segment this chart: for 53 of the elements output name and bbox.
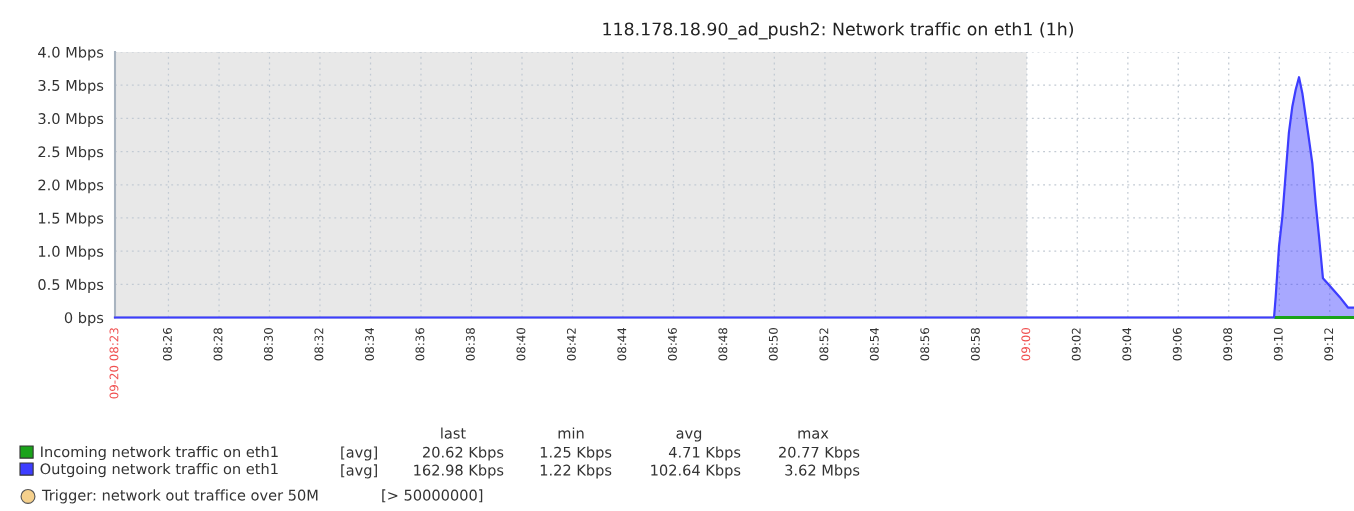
text: last [441, 427, 466, 439]
y-tick-label: 4.0 Mbps [38, 46, 104, 61]
text: [avg] [341, 446, 377, 461]
x-tick-label: 09-20 08:23 [109, 328, 119, 399]
text: avg [676, 430, 702, 442]
x-tick-label: 08:54 [869, 327, 879, 361]
x-tick-label: 08:40 [516, 328, 526, 361]
y-tick-label: 0 bps [64, 311, 104, 327]
y-tick-label: 1.0 Mbps [38, 245, 104, 260]
y-tick-label: 1.5 Mbps [38, 212, 104, 227]
legend-label: Incoming network traffic on eth1 [41, 446, 278, 461]
text: min [558, 427, 584, 439]
y-tick-label: 0.5 Mbps [38, 278, 104, 293]
x-tick-label: 09:12 [1324, 328, 1334, 361]
x-tick-label: 08:32 [314, 328, 324, 361]
x-tick-label: 09:00 [1021, 328, 1031, 361]
text: max [798, 430, 829, 439]
x-tick-label: 08:50 [768, 328, 778, 361]
x-tick-label: 08:44 [617, 327, 627, 361]
x-tick-label: 08:52 [819, 328, 829, 361]
y-tick-label: 3.0 Mbps [38, 112, 104, 127]
x-tick-label: 08:26 [162, 327, 172, 361]
text: Trigger: network out traffice over 50M [41, 489, 318, 504]
text: 1.22 Kbps [540, 464, 612, 479]
text: 3.62 Mbps [785, 464, 860, 479]
x-tick-label: 09:06 [1172, 327, 1182, 361]
x-tick-label: 09:02 [1071, 328, 1081, 361]
text: 20.77 Kbps [779, 446, 860, 461]
x-tick-label: 08:28 [213, 328, 223, 361]
y-tick-label: 2.5 Mbps [38, 146, 104, 161]
text: 1.25 Kbps [540, 446, 612, 461]
x-tick-label: 08:38 [465, 328, 475, 361]
x-tick-label: 08:36 [415, 327, 425, 361]
x-tick-label: 09:08 [1223, 328, 1233, 361]
text: [avg] [341, 464, 377, 479]
x-tick-label: 08:46 [667, 327, 677, 361]
x-tick-label: 09:10 [1273, 328, 1283, 361]
x-tick-label: 08:42 [566, 328, 576, 361]
text: 20.62 Kbps [423, 446, 504, 461]
y-tick-label: 3.5 Mbps [38, 79, 104, 94]
x-tick-label: 08:30 [263, 328, 273, 361]
x-tick-label: 08:56 [920, 327, 930, 361]
x-tick-label: 08:48 [718, 328, 728, 361]
y-tick-label: 2.0 Mbps [38, 179, 104, 194]
legend-label: Outgoing network traffic on eth1 [40, 463, 278, 478]
text: [> 50000000] [382, 489, 483, 503]
chart-title: 118.178.18.90_ad_push2: Network traffic on eth1 (1h) [603, 22, 1074, 40]
x-tick-label: 08:34 [365, 327, 374, 361]
x-tick-label: 09:04 [1122, 327, 1132, 361]
text: 162.98 Kbps [414, 464, 504, 479]
text: 102.64 Kbps [651, 464, 741, 479]
text: 4.71 Kbps [668, 446, 741, 461]
x-tick-label: 08:58 [970, 328, 980, 361]
